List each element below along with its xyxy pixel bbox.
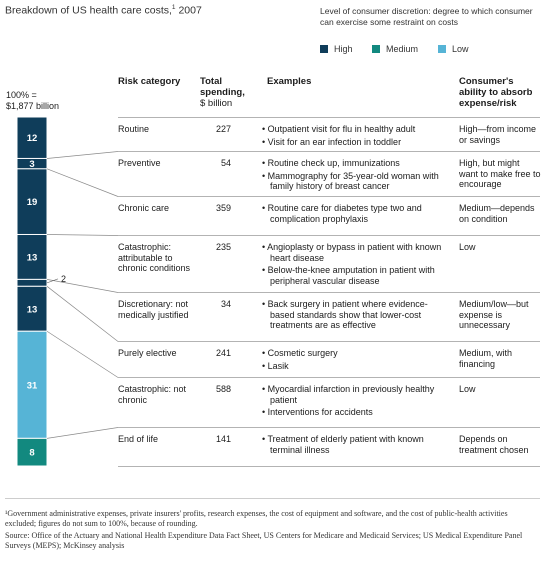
risk-category: Routine [118, 124, 150, 134]
example-item: • Treatment of elderly patient with know… [262, 434, 424, 455]
ability-cell: Medium/low—but expense is unnecessary [459, 299, 529, 330]
example-item: • Mammography for 35-year-old woman with… [262, 170, 439, 192]
ability-cell: Medium—depends on condition [459, 203, 535, 224]
bar-segment-1 [16, 116, 48, 159]
legend-swatch-high [320, 45, 328, 53]
risk-category: End of life [118, 434, 159, 444]
ability-cell: Low [459, 242, 476, 252]
ability-cell: High, but might want to make free to enc… [459, 158, 541, 189]
ability-cell: Low [459, 384, 476, 394]
example-item: • Routine check up, immunizations [262, 158, 400, 168]
risk-category: Catastrophic: not chronic [118, 384, 187, 405]
bar-label-8: 8 [29, 448, 34, 459]
examples-cell: • Myocardial infarction in previously he… [262, 384, 452, 420]
bar-label-2: 3 [29, 159, 34, 170]
example-item: • Myocardial infarction in previously he… [262, 384, 435, 405]
spending-value: 588 [215, 384, 231, 394]
ability-cell: Medium, with financing [459, 348, 513, 369]
bar-label-4: 13 [27, 252, 38, 263]
header-ability: Consumer's ability to absorb expense/ris… [459, 76, 533, 109]
spending-value: 227 [215, 124, 231, 134]
legend-title: Level of consumer discretion: degree to … [320, 6, 533, 27]
legend-item-medium: Medium [372, 44, 418, 54]
legend-swatch-low [438, 45, 446, 53]
risk-category: Chronic care [118, 203, 170, 213]
bar-segment-5 [16, 278, 48, 287]
ability-cell: Depends on treatment chosen [459, 434, 529, 455]
total-label: 100% = $1,877 billion [6, 90, 60, 111]
legend-item-low: Low [438, 44, 469, 54]
examples-cell: • Treatment of elderly patient with know… [262, 434, 452, 457]
header-risk-category: Risk category [118, 76, 181, 87]
spending-value: 34 [220, 299, 231, 309]
examples-cell: • Outpatient visit for flu in healthy ad… [262, 124, 452, 149]
connector-line [46, 168, 119, 197]
bar-segment-8 [16, 437, 48, 467]
example-item: • Visit for an ear infection in toddler [262, 136, 402, 147]
example-item: • Outpatient visit for flu in healthy ad… [262, 124, 416, 134]
spending-value: 359 [215, 203, 231, 213]
spending-value: 54 [220, 158, 231, 168]
example-item: • Below-the-knee amputation in patient w… [262, 265, 435, 286]
connector-line [46, 427, 119, 439]
bar-label-3: 19 [27, 197, 38, 208]
examples-cell: • Routine care for diabetes type two and… [262, 203, 452, 226]
legend-swatch-medium [372, 45, 380, 53]
risk-category: Catastrophic: attributable to chronic co… [118, 242, 191, 273]
bar-segment-4 [16, 233, 48, 280]
connector-line [46, 286, 119, 342]
connector-line [46, 330, 119, 378]
example-item: • Angioplasty or bypass in patient with … [262, 242, 442, 263]
connector-line [46, 279, 119, 293]
leader-line [46, 278, 59, 284]
header-examples: Examples [267, 76, 312, 87]
examples-cell: • Cosmetic surgery • Lasik [262, 348, 452, 373]
bar-label-6: 13 [27, 304, 38, 315]
example-item: • Lasik [262, 360, 289, 371]
connector-line [46, 234, 119, 236]
example-item: • Back surgery in patient where evidence… [262, 299, 428, 330]
bar-label-7: 31 [27, 380, 38, 391]
risk-category: Discretionary: not medically justified [118, 299, 189, 320]
bar-label-5: 2 [61, 274, 66, 284]
footnote-text: ¹Government administrative expenses, pri… [5, 509, 508, 528]
bar-segment-6 [16, 285, 48, 332]
spending-value: 235 [215, 242, 231, 252]
source-text: Source: Office of the Actuary and Nation… [5, 531, 523, 550]
footnotes: ¹Government administrative expenses, pri… [5, 509, 540, 553]
example-item: • Interventions for accidents [262, 407, 373, 417]
ability-cell: High—from income or savings [459, 124, 537, 145]
header-total-spending: Total spending, $ billion [200, 76, 245, 109]
example-item: • Routine care for diabetes type two and… [262, 203, 422, 224]
examples-cell: • Angioplasty or bypass in patient with … [262, 242, 452, 288]
spending-value: 141 [215, 434, 231, 444]
risk-category: Purely elective [118, 348, 177, 358]
legend-item-high: High [320, 44, 353, 54]
chart-title: Breakdown of US health care costs,1 2007 [5, 4, 202, 17]
connector-line [46, 151, 119, 159]
example-item: • Cosmetic surgery [262, 348, 338, 358]
risk-category: Preventive [118, 158, 161, 168]
bar-segment-3 [16, 168, 48, 235]
spending-value: 241 [215, 348, 231, 358]
examples-cell: • Back surgery in patient where evidence… [262, 299, 452, 333]
examples-cell: • Routine check up, immunizations • Mammo… [262, 158, 452, 194]
bar-label-1: 12 [27, 133, 38, 144]
